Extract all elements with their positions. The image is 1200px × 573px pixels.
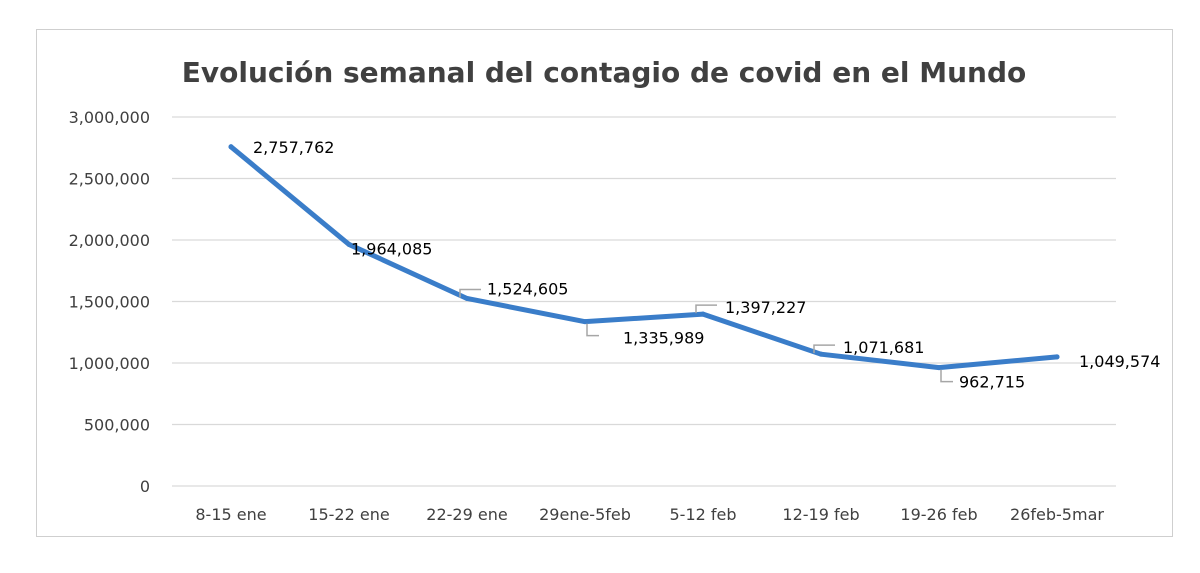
data-label: 962,715 xyxy=(959,373,1025,392)
x-tick-label: 5-12 feb xyxy=(669,505,736,524)
data-point xyxy=(1054,354,1060,360)
data-point xyxy=(700,311,706,317)
x-tick-label: 19-26 feb xyxy=(900,505,977,524)
y-tick-label: 1,000,000 xyxy=(69,354,150,373)
y-tick-label: 500,000 xyxy=(84,416,150,435)
x-tick-label: 8-15 ene xyxy=(195,505,266,524)
data-label: 1,335,989 xyxy=(623,329,704,348)
chart-frame xyxy=(36,29,1173,537)
label-leader-line xyxy=(459,288,481,298)
y-tick-label: 2,000,000 xyxy=(69,231,150,250)
data-label: 1,049,574 xyxy=(1079,352,1160,371)
x-tick-label: 22-29 ene xyxy=(426,505,507,524)
chart-title: Evolución semanal del contagio de covid … xyxy=(182,56,1026,89)
series-line xyxy=(228,144,1060,371)
y-tick-label: 2,500,000 xyxy=(69,170,150,189)
data-point xyxy=(464,295,470,301)
data-label: 1,524,605 xyxy=(487,279,568,298)
label-leader-line xyxy=(940,369,953,383)
x-tick-label: 12-19 feb xyxy=(782,505,859,524)
y-tick-label: 3,000,000 xyxy=(69,108,150,127)
series-layer xyxy=(228,144,1060,371)
x-tick-label: 29ene-5feb xyxy=(539,505,631,524)
y-tick-label: 1,500,000 xyxy=(69,293,150,312)
data-point xyxy=(228,144,234,150)
label-leader-line xyxy=(695,304,717,314)
x-tick-label: 26feb-5mar xyxy=(1010,505,1104,524)
data-point xyxy=(936,365,942,371)
data-labels: 2,757,762 1,964,085 1,524,605 1,335,989 1,39… xyxy=(253,138,1160,392)
data-label: 1,397,227 xyxy=(725,298,806,317)
label-leader-line xyxy=(586,323,599,337)
data-point xyxy=(582,319,588,325)
data-label: 1,964,085 xyxy=(351,239,432,258)
data-label: 1,071,681 xyxy=(843,338,924,357)
y-tick-label: 0 xyxy=(140,477,150,496)
x-axis-ticks: 8-15 ene 15-22 ene 22-29 ene 29ene-5feb 5-12… xyxy=(195,505,1104,524)
x-tick-label: 15-22 ene xyxy=(308,505,389,524)
data-point xyxy=(346,241,352,247)
label-leader-line xyxy=(813,344,835,354)
y-axis-ticks: 0 500,000 1,000,000 1,500,000 2,000,000 2,500… xyxy=(69,108,150,496)
gridlines xyxy=(172,116,1116,487)
data-label: 2,757,762 xyxy=(253,138,334,157)
data-point xyxy=(818,351,824,357)
